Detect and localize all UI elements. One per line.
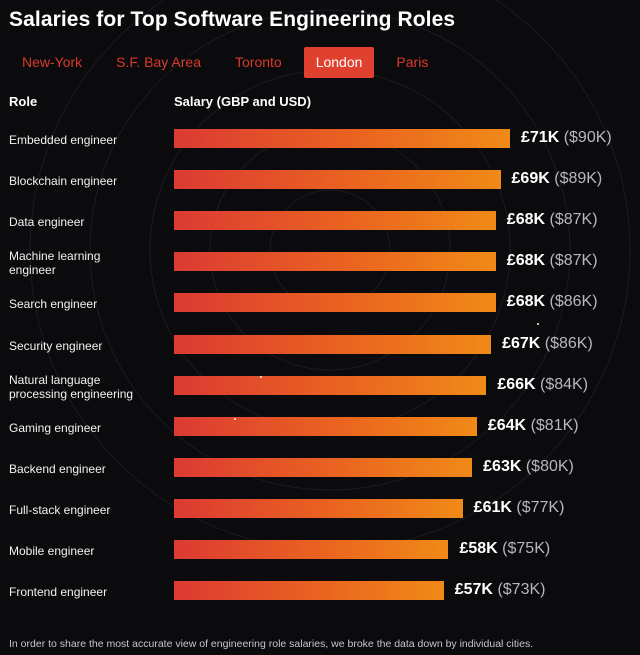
role-column-header: Role [9,94,38,109]
role-label: Natural language processing engineering [9,372,134,401]
decor-dot [260,376,262,378]
salary-bar [174,252,496,271]
role-label: Mobile engineer [9,543,95,558]
role-label: Blockchain engineer [9,173,118,188]
role-label: Full-stack engineer [9,502,111,517]
usd-value: ($87K) [549,211,598,228]
salary-value-label: £63K ($80K) [483,458,574,476]
role-label: Machine learning engineer [9,248,101,277]
salary-value-label: £67K ($86K) [502,335,593,353]
gbp-value: £63K [483,458,526,475]
salary-value-label: £68K ($87K) [507,211,598,229]
footnote: In order to share the most accurate view… [9,638,534,650]
salary-column-header: Salary (GBP and USD) [174,94,312,109]
salary-value-label: £66K ($84K) [497,376,588,394]
salary-bar [174,293,496,312]
gbp-value: £69K [511,170,555,187]
salary-value-label: £69K ($89K) [512,170,603,188]
decor-dot [537,323,539,325]
usd-value: ($80K) [525,458,574,475]
usd-value: ($86K) [549,293,598,310]
usd-value: ($87K) [549,252,598,269]
salary-bar [174,417,477,436]
salary-bar [174,129,510,148]
role-label: Data engineer [9,214,85,229]
salary-value-label: £68K ($86K) [507,293,598,311]
salary-bar [174,376,487,395]
salary-bar [174,335,492,354]
usd-value: ($90K) [563,129,612,146]
salary-bar [174,499,463,518]
salary-value-label: £64K ($81K) [488,417,579,435]
usd-value: ($73K) [497,581,546,598]
usd-value: ($89K) [554,170,603,187]
gbp-value: £58K [459,540,503,557]
usd-value: ($75K) [502,540,551,557]
role-label: Embedded engineer [9,132,118,147]
role-label: Frontend engineer [9,584,108,599]
salary-bar [174,458,473,477]
salary-bar [174,170,501,189]
salary-value-label: £57K ($73K) [455,581,546,599]
role-label: Security engineer [9,338,103,353]
decor-dot [234,418,236,420]
tab-toronto[interactable]: Toronto [235,54,282,70]
usd-value: ($86K) [544,335,593,352]
salary-bar [174,211,496,230]
role-label: Backend engineer [9,461,106,476]
salary-value-label: £68K ($87K) [507,252,598,270]
role-label: Gaming engineer [9,420,102,435]
gbp-value: £57K [454,581,498,598]
usd-value: ($77K) [516,499,565,516]
tab-london[interactable]: London [303,47,375,78]
tab-paris[interactable]: Paris [396,54,429,70]
salary-bar [174,581,444,600]
usd-value: ($81K) [530,417,579,434]
city-tabs: New-York S.F. Bay Area Toronto London Paris [10,47,450,78]
gbp-value: £71K [521,129,564,146]
gbp-value: £68K [506,252,550,269]
gbp-value: £67K [502,335,545,352]
chart-title: Salaries for Top Software Engineering Ro… [9,8,456,31]
salary-value-label: £61K ($77K) [474,499,565,517]
role-label: Search engineer [9,296,98,311]
salary-bar [174,540,449,559]
gbp-value: £61K [473,499,517,516]
gbp-value: £64K [487,417,531,434]
tab-s-f-bay-area[interactable]: S.F. Bay Area [116,54,201,70]
gbp-value: £68K [506,293,550,310]
salary-value-label: £71K ($90K) [521,129,612,147]
gbp-value: £68K [506,211,550,228]
salary-value-label: £58K ($75K) [459,540,550,558]
gbp-value: £66K [497,376,541,393]
tab-new-york[interactable]: New-York [22,54,83,70]
usd-value: ($84K) [540,376,589,393]
